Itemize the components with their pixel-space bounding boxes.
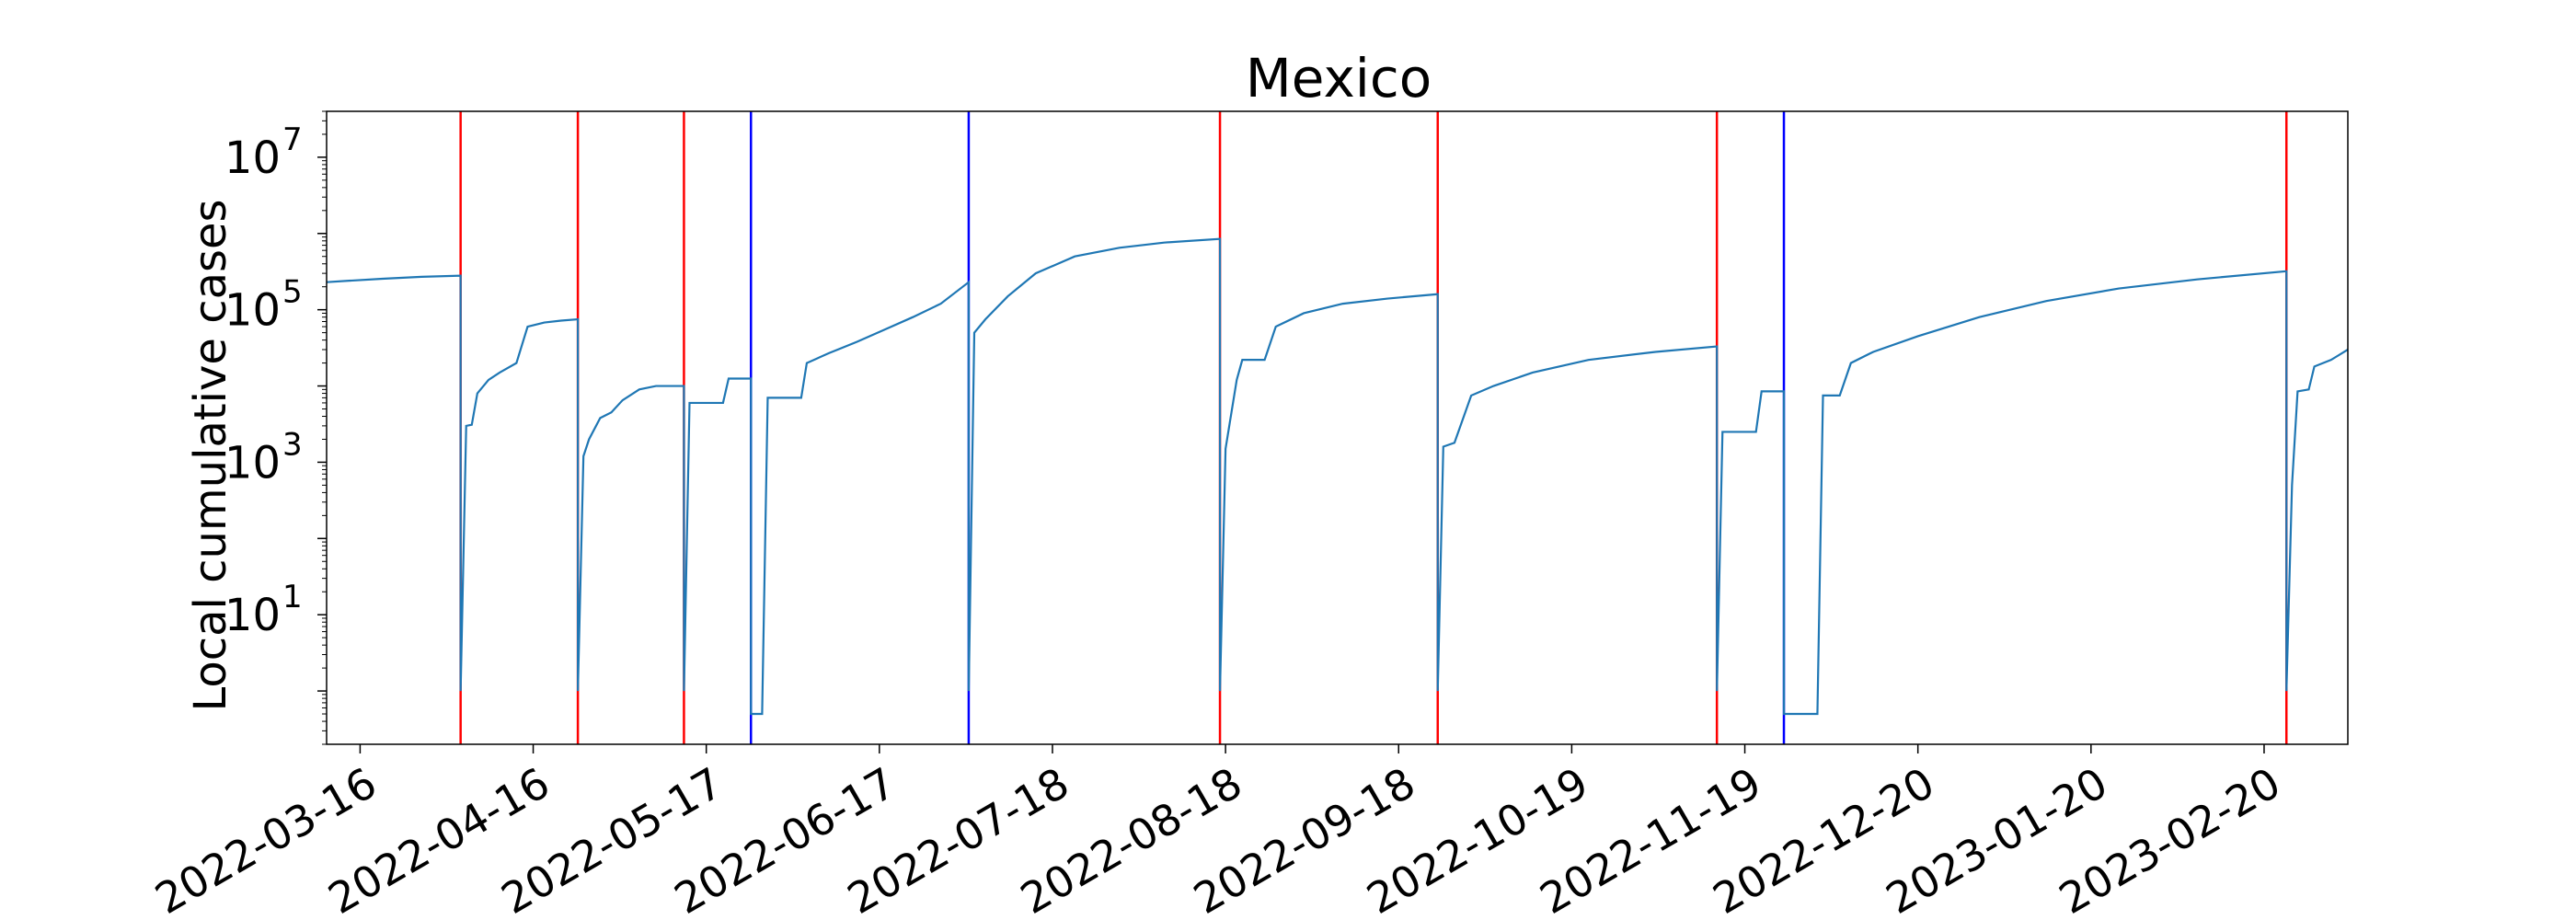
y-tick-exponent: 3: [282, 426, 303, 463]
series-group: [326, 237, 2349, 716]
y-tick-label: 10: [224, 285, 281, 337]
y-tick-base: 10: [224, 285, 281, 337]
y-tick-exponent: 1: [282, 579, 303, 615]
y-tick-label: 10: [224, 437, 281, 489]
y-tick-base: 10: [224, 590, 281, 641]
vertical-marker-lines: [459, 111, 2288, 744]
y-tick-label: 10: [224, 132, 281, 184]
y-axis-label: Local cumulative cases: [185, 199, 236, 711]
x-axis: 2022-03-162022-04-162022-05-172022-06-17…: [147, 744, 2289, 920]
y-tick-exponent: 5: [282, 274, 303, 311]
y-tick-base: 10: [224, 132, 281, 184]
plot-frame: [326, 110, 2349, 745]
y-tick-exponent: 7: [282, 121, 303, 158]
y-tick-base: 10: [224, 437, 281, 489]
y-tick-label: 10: [224, 590, 281, 641]
series-line-1: [326, 237, 2349, 716]
chart-title: Mexico: [1246, 47, 1432, 109]
